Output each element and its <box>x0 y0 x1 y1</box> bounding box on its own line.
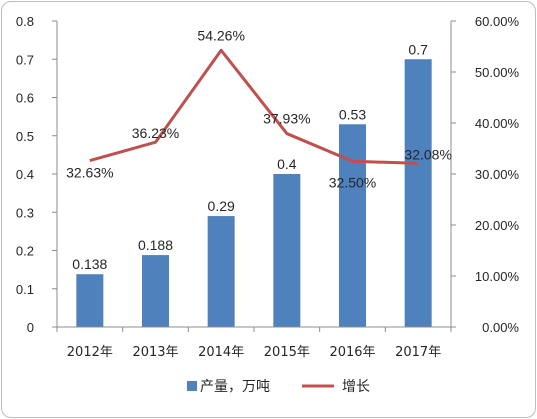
bar <box>404 59 432 327</box>
bar-value-label: 0.188 <box>138 237 173 253</box>
growth-value-label: 32.63% <box>66 165 113 181</box>
right-tick-label: 50.00% <box>475 65 520 80</box>
right-tick-label: 60.00% <box>475 14 520 29</box>
bar <box>207 216 235 327</box>
left-tick-label: 0.3 <box>16 205 34 220</box>
legend: 产量，万吨 增长 <box>187 379 370 395</box>
right-tick-label: 10.00% <box>475 269 520 284</box>
x-tick-label: 2013年 <box>132 345 178 360</box>
legend-bar-swatch <box>187 381 197 391</box>
left-tick-label: 0.4 <box>16 167 34 182</box>
right-axis-ticks: 0.00% 10.00% 20.00% 30.00% 40.00% 50.00% 60.00… <box>451 14 519 335</box>
left-tick-label: 0 <box>27 320 34 335</box>
legend-bar-label: 产量，万吨 <box>200 379 270 395</box>
x-tick-label: 2014年 <box>198 345 244 360</box>
left-axis-ticks: 0 0.1 0.2 0.3 0.4 0.5 0.6 0.7 0.8 <box>16 14 57 335</box>
x-tick-label: 2015年 <box>264 345 310 360</box>
bar <box>76 274 104 327</box>
left-tick-label: 0.2 <box>16 244 34 259</box>
left-tick-label: 0.6 <box>16 91 34 106</box>
bar-value-label: 0.7 <box>408 41 428 57</box>
growth-value-label: 32.08% <box>404 146 451 162</box>
axes <box>56 21 452 332</box>
left-tick-label: 0.1 <box>16 282 34 297</box>
bar-data-labels: 0.138 0.188 0.29 0.4 0.53 0.7 <box>72 41 428 272</box>
bar <box>142 255 169 327</box>
growth-value-label: 37.93% <box>263 111 310 127</box>
bar <box>339 124 366 328</box>
bar-value-label: 0.138 <box>72 256 107 272</box>
growth-value-label: 54.26% <box>197 27 244 43</box>
right-tick-label: 30.00% <box>475 167 520 182</box>
right-tick-label: 20.00% <box>475 218 520 233</box>
right-tick-label: 40.00% <box>475 116 520 131</box>
bar <box>273 174 301 327</box>
bar-value-label: 0.53 <box>339 106 366 122</box>
left-tick-label: 0.7 <box>16 52 34 67</box>
bar-value-label: 0.29 <box>208 198 235 214</box>
left-tick-label: 0.5 <box>16 129 34 144</box>
right-tick-label: 0.00% <box>482 320 519 335</box>
x-tick-label: 2017年 <box>395 345 441 360</box>
legend-line-label: 增长 <box>342 379 370 395</box>
bar-value-label: 0.4 <box>277 156 297 172</box>
line-series <box>89 48 419 165</box>
x-tick-label: 2016年 <box>329 345 375 360</box>
growth-value-label: 32.50% <box>329 174 376 190</box>
left-tick-label: 0.8 <box>16 14 34 29</box>
growth-line <box>89 48 419 165</box>
bar-series <box>76 59 432 328</box>
x-axis-ticks: 2012年 2013年 2014年 2015年 2016年 2017年 <box>67 345 441 360</box>
growth-value-label: 36.23% <box>132 125 179 141</box>
x-tick-label: 2012年 <box>67 345 113 360</box>
line-data-labels: 32.63% 36.23% 54.26% 37.93% 32.50% 32.08% <box>66 27 452 190</box>
